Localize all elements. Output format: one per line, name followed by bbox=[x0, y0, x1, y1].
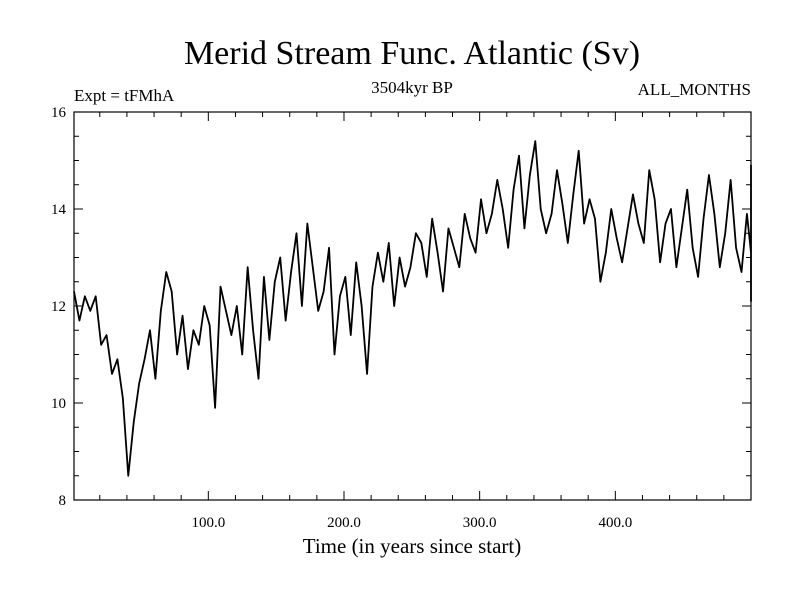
months-label: ALL_MONTHS bbox=[638, 80, 751, 99]
x-tick-label: 300.0 bbox=[463, 515, 497, 531]
chart-title: Merid Stream Func. Atlantic (Sv) bbox=[184, 35, 640, 72]
plot-area: 100.0 200.0 300.0 400.0 8 10 12 14 16 bbox=[51, 105, 752, 531]
series-line bbox=[73, 140, 752, 477]
y-tick-label: 12 bbox=[51, 299, 66, 315]
experiment-label: Expt = tFMhA bbox=[74, 86, 175, 105]
x-axis-label: Time (in years since start) bbox=[303, 534, 522, 558]
y-tick-label: 14 bbox=[51, 202, 67, 218]
x-tick-label: 100.0 bbox=[191, 515, 225, 531]
period-label: 3504kyr BP bbox=[371, 78, 453, 97]
axis-tick-labels: 100.0 200.0 300.0 400.0 8 10 12 14 16 bbox=[51, 105, 632, 531]
y-tick-label: 10 bbox=[51, 396, 66, 412]
y-tick-label: 16 bbox=[51, 105, 67, 121]
y-tick-label: 8 bbox=[59, 493, 67, 509]
x-tick-label: 200.0 bbox=[327, 515, 361, 531]
x-tick-label: 400.0 bbox=[598, 515, 632, 531]
